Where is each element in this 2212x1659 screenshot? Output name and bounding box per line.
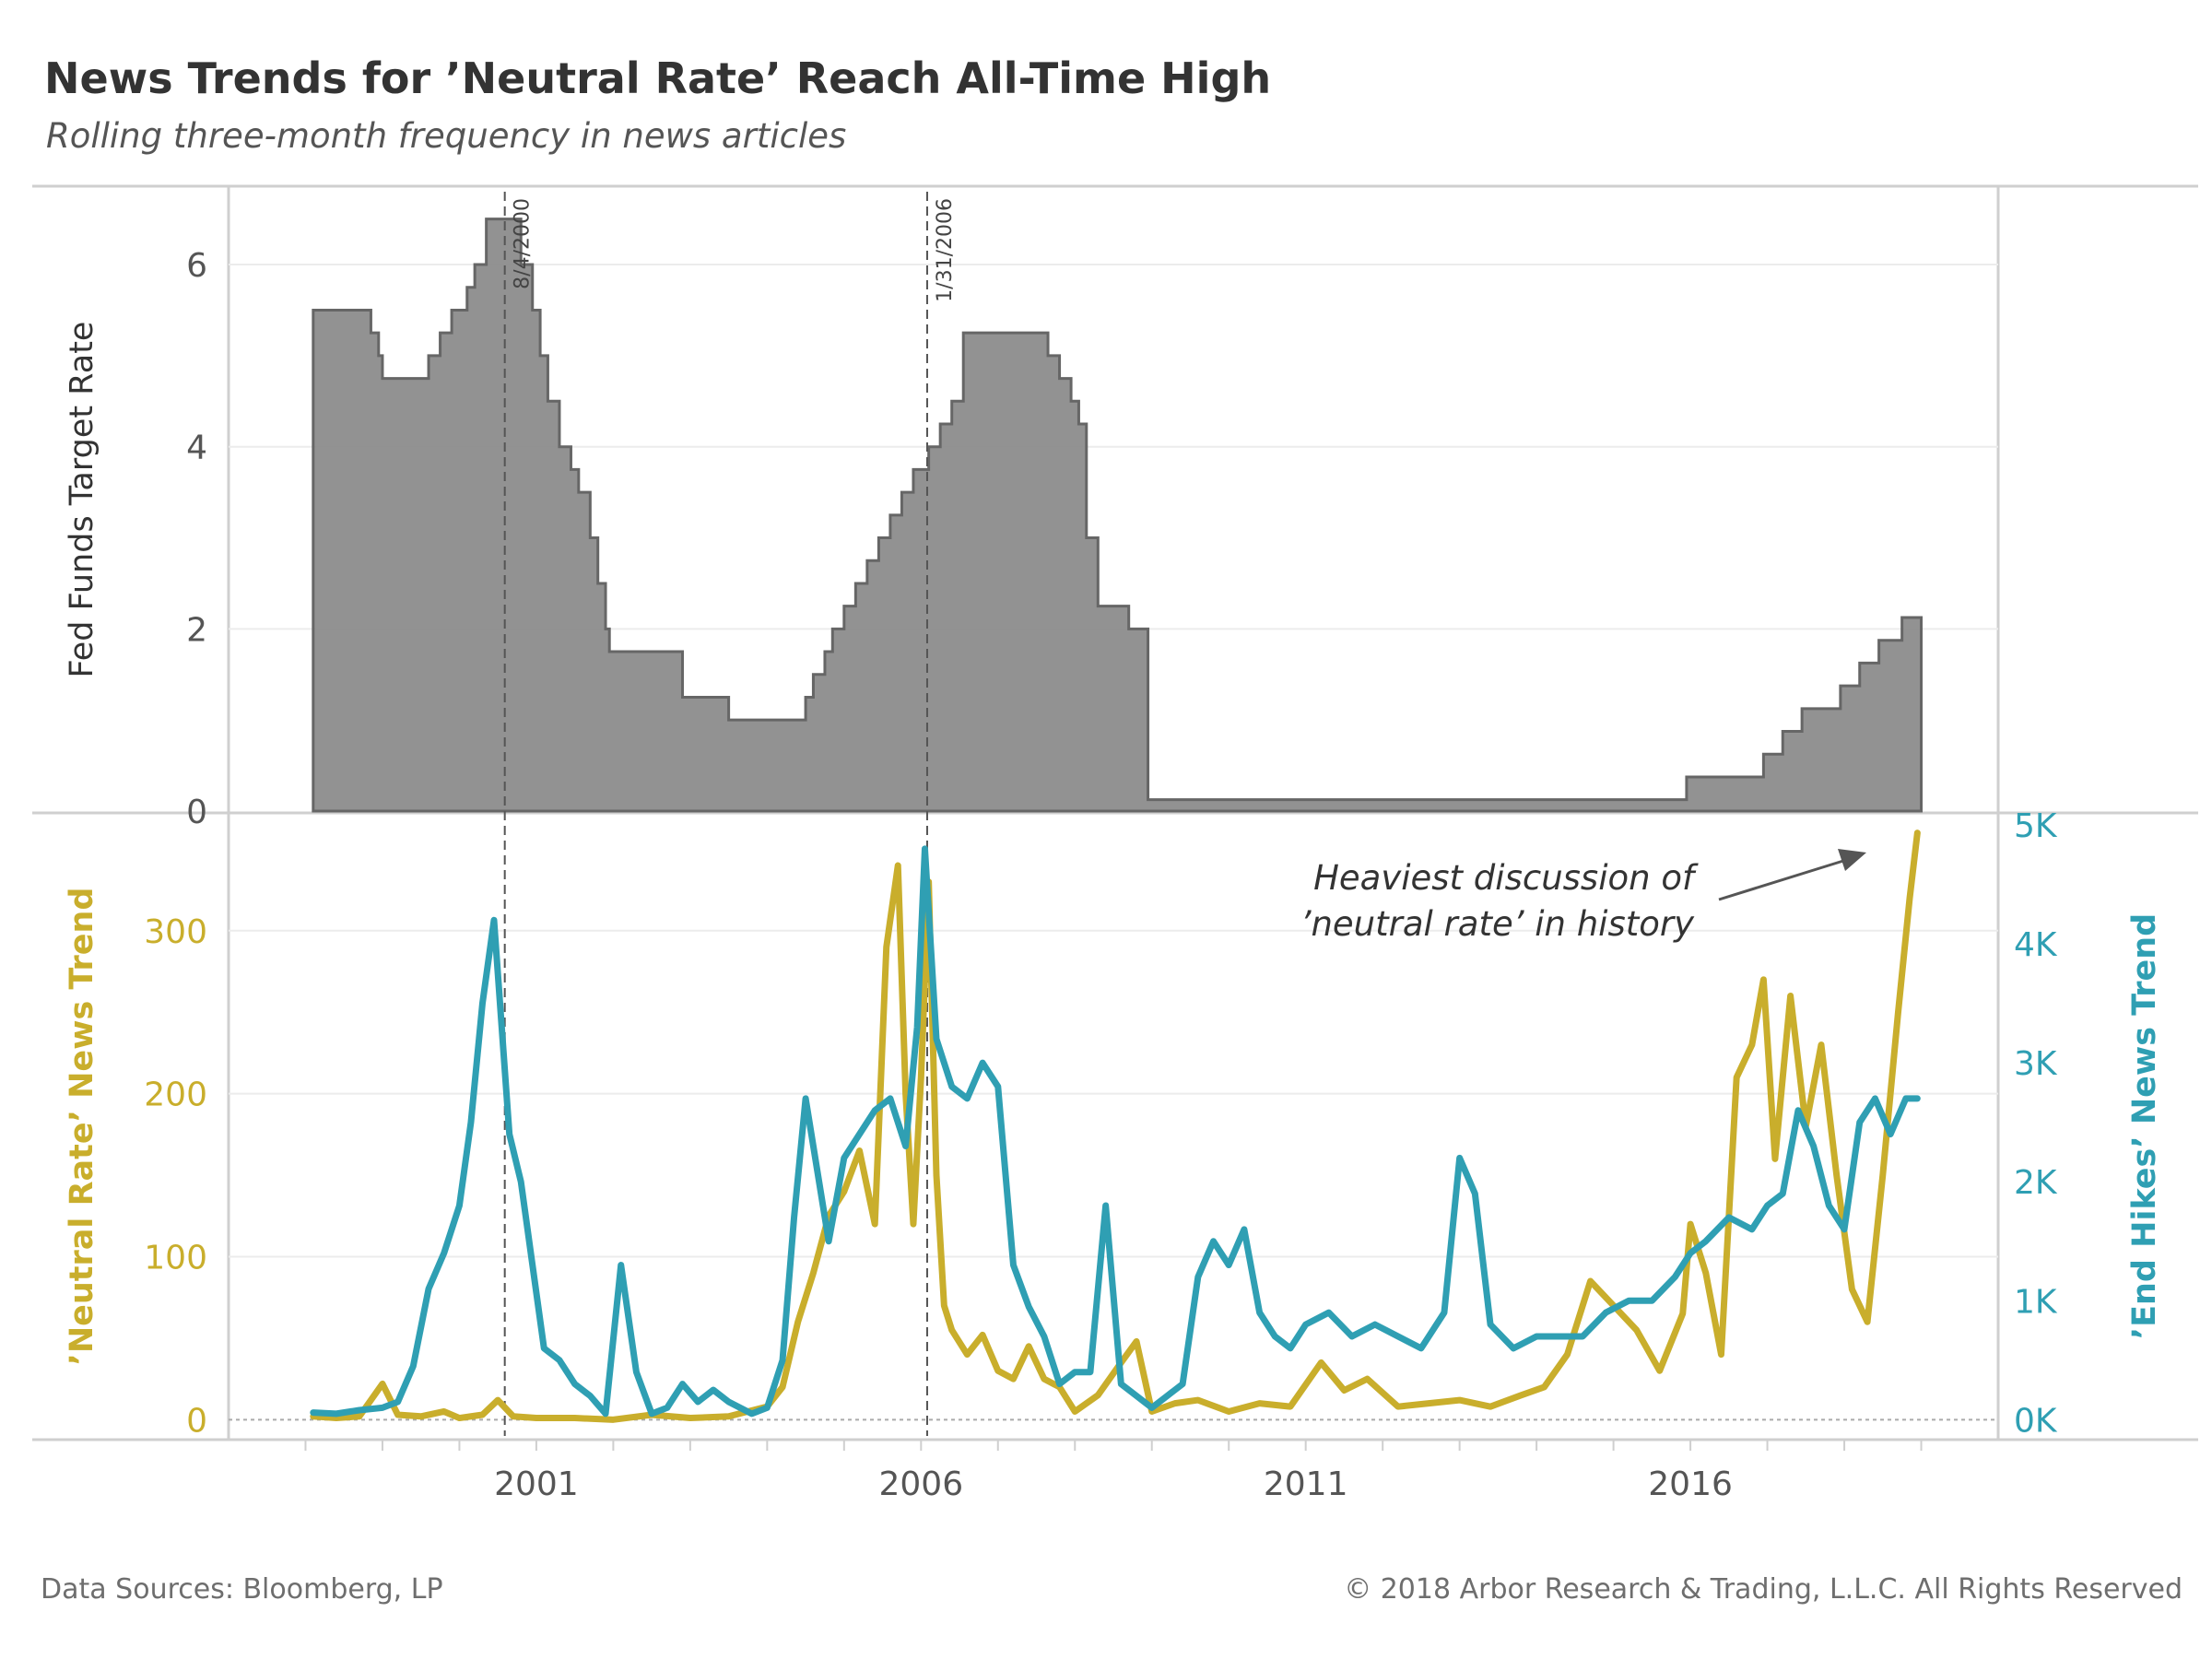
x-tick-label: 2006 [878,1465,963,1503]
reference-lines: 8/4/2000 1/31/2006 [503,192,957,1436]
x-tick-label: 2016 [1648,1465,1733,1503]
news-trend-lines [310,830,1921,1423]
top-y-tick-label: 4 [186,429,207,467]
fed-funds-rate-area [312,218,1924,813]
chart-subtitle: Rolling three-month frequency in news ar… [46,116,847,156]
left-y-tick-label: 200 [144,1077,207,1114]
right-y-axis-title: ’End Hikes’ News Trend [2126,913,2163,1339]
right-y-tick-label: 3K [2014,1045,2058,1083]
right-y-tick-label: 0K [2014,1402,2058,1440]
right-y-tick-label: 5K [2014,807,2058,845]
x-tick-label: 2011 [1264,1465,1348,1503]
top-y-axis-title: Fed Funds Target Rate [64,322,100,678]
data-source-note: Data Sources: Bloomberg, LP [41,1573,443,1606]
reference-line-label: 8/4/2000 [512,198,535,289]
left-y-tick-label: 0 [186,1402,207,1440]
right-y-tick-label: 1K [2014,1283,2058,1321]
axis-labels: 0 2 4 6 0 100 200 300 0K 1K 2K 3K 4K 5K 2001 2006 2011 20… [144,247,2058,1503]
neutral-rate-line [310,830,1921,1423]
right-y-tick-label: 4K [2014,926,2058,964]
copyright-note: © 2018 Arbor Research & Trading, L.L.C. … [1344,1573,2183,1606]
chart-title: News Trends for ’Neutral Rate’ Reach All… [44,53,1272,103]
top-y-tick-label: 6 [186,247,207,285]
chart-frame [32,184,2198,1441]
right-y-tick-label: 2K [2014,1164,2058,1202]
fed-funds-area-group [312,218,1924,813]
x-tick-label: 2001 [494,1465,579,1503]
bottom-y-axis-title: ’Neutral Rate’ News Trend [64,888,100,1366]
annotation-line-1: Heaviest discussion of [1313,858,1699,898]
annotation-arrow [1718,849,1866,901]
left-y-tick-label: 100 [144,1239,207,1277]
annotation-line-2: ’neutral rate’ in history [1300,904,1695,944]
reference-line-label: 1/31/2006 [934,198,957,302]
top-y-tick-label: 0 [186,794,207,831]
left-y-tick-label: 300 [144,913,207,951]
end-hikes-line [310,845,1921,1418]
top-y-tick-label: 2 [186,611,207,649]
